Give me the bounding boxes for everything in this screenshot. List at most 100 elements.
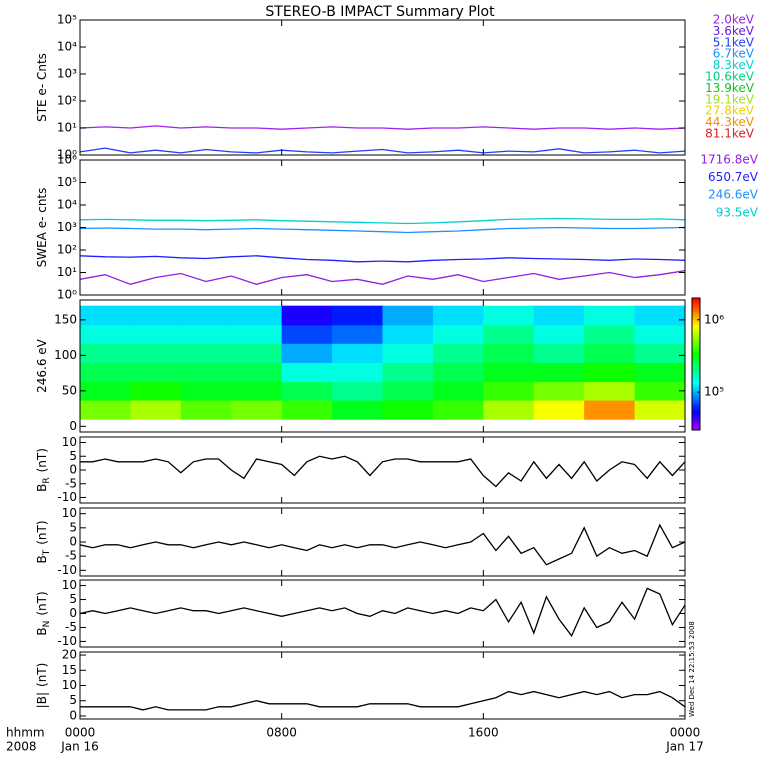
heatmap-cell [231, 381, 283, 401]
y-tick-label: 50 [62, 383, 77, 397]
colorbar-swatch [692, 394, 700, 398]
heatmap-cell [432, 324, 484, 344]
heatmap-cell [281, 305, 333, 326]
legend-entry: 1716.8eV [700, 153, 758, 167]
colorbar-swatch [692, 326, 700, 330]
x-tick-label: 1600 [468, 726, 499, 740]
heatmap-cell [382, 362, 434, 383]
y-tick-label: 10⁴ [57, 40, 77, 54]
legend-entry: 13.9keV [705, 81, 755, 95]
data-line [80, 690, 685, 711]
colorbar-swatch [692, 390, 700, 394]
y-tick-label: 10 [62, 678, 77, 692]
y-tick-label: 10 [62, 435, 77, 449]
heatmap-cell [332, 343, 383, 363]
y-tick-label: 10³ [57, 67, 77, 81]
panel-frame [79, 19, 686, 156]
panel-frame [79, 436, 686, 504]
colorbar-swatch [692, 302, 700, 306]
colorbar-swatch [692, 401, 700, 405]
heatmap-cell [332, 400, 383, 420]
axis-left-label: 2008 [6, 740, 37, 754]
colorbar-swatch [692, 328, 700, 332]
heatmap-cell [533, 305, 585, 326]
heatmap-cell [80, 362, 131, 383]
timestamp: Wed Dec 14 22:15:53 2008 [688, 621, 696, 717]
heatmap-cell [281, 324, 333, 344]
heatmap-cell [584, 343, 636, 363]
y-tick-label: 0 [69, 535, 77, 549]
heatmap-cell [382, 400, 434, 420]
colorbar-swatch [692, 359, 700, 363]
y-tick-label: 5 [69, 449, 77, 463]
y-tick-label: 100 [54, 348, 77, 362]
plot-title: STEREO-B IMPACT Summary Plot [265, 4, 495, 20]
heatmap-cell [432, 343, 484, 363]
heatmap-cell [130, 324, 182, 344]
heatmap-cell [180, 381, 232, 401]
legend-entry: 44.3keV [705, 115, 755, 129]
y-axis-label-text: |B| [35, 692, 49, 708]
heatmap-cell [483, 324, 535, 344]
colorbar-swatch [692, 298, 700, 301]
heatmap-cell [584, 362, 636, 383]
heatmap-cell [231, 324, 283, 344]
y-tick-label: 0 [69, 606, 77, 620]
y-axis-label-sub: R [42, 477, 52, 483]
y-tick-label: 5 [69, 520, 77, 534]
x-tick-label: 0000 [670, 726, 701, 740]
panel-frame [79, 651, 686, 720]
y-tick-label: 10¹ [57, 121, 77, 135]
colorbar-swatch [692, 346, 700, 350]
colorbar-swatch [692, 339, 700, 343]
colorbar-swatch [692, 392, 700, 396]
legend-entry: 650.7eV [708, 170, 759, 184]
y-tick-label: -10 [57, 490, 77, 504]
colorbar-swatch [692, 344, 700, 347]
y-tick-label: 10⁵ [57, 13, 77, 27]
heatmap-cell [180, 400, 232, 420]
y-axis-label: SWEA e- cnts [35, 188, 49, 268]
colorbar-swatch [692, 355, 700, 358]
colorbar-swatch [692, 412, 700, 416]
heatmap-cell [180, 324, 232, 344]
data-line [80, 455, 685, 488]
y-tick-label: 150 [54, 312, 77, 326]
y-axis-label: 246.6 eV [35, 338, 49, 393]
y-tick-label: 5 [69, 592, 77, 606]
y-tick-label: 10² [57, 94, 77, 108]
colorbar-swatch [692, 381, 700, 385]
y-tick-label: 10 [62, 506, 77, 520]
y-axis-label-unit: (nT) [35, 448, 49, 472]
heatmap-cell [584, 324, 636, 344]
colorbar-swatch [692, 427, 700, 431]
colorbar-swatch [692, 383, 700, 387]
y-axis-label-unit: (nT) [35, 520, 49, 544]
colorbar-swatch [692, 423, 700, 427]
data-line [80, 217, 685, 225]
heatmap-cell [332, 362, 383, 383]
y-tick-label: 0 [69, 419, 77, 433]
heatmap-cell [483, 362, 535, 383]
colorbar-swatch [692, 322, 700, 325]
panel-frame [79, 299, 686, 433]
heatmap-cell [432, 362, 484, 383]
heatmap-cell [130, 362, 182, 383]
heatmap-cell [432, 305, 484, 326]
heatmap-cell [382, 305, 434, 326]
colorbar-swatch [692, 370, 700, 374]
y-tick-label: 10² [57, 243, 77, 257]
y-axis-label: BR (nT) [35, 448, 52, 492]
colorbar-swatch [692, 331, 700, 334]
y-axis-label-sub: T [42, 549, 52, 556]
colorbar-swatch [692, 324, 700, 328]
heatmap-cell [80, 324, 131, 344]
colorbar-swatch [692, 410, 700, 413]
heatmap-cell [281, 381, 333, 401]
heatmap-cell [483, 305, 535, 326]
colorbar-frame [691, 297, 701, 431]
axis-left-label: hhmm [6, 726, 45, 740]
colorbar-swatch [692, 419, 700, 422]
panel-frame [79, 507, 686, 577]
heatmap-cell [231, 400, 283, 420]
